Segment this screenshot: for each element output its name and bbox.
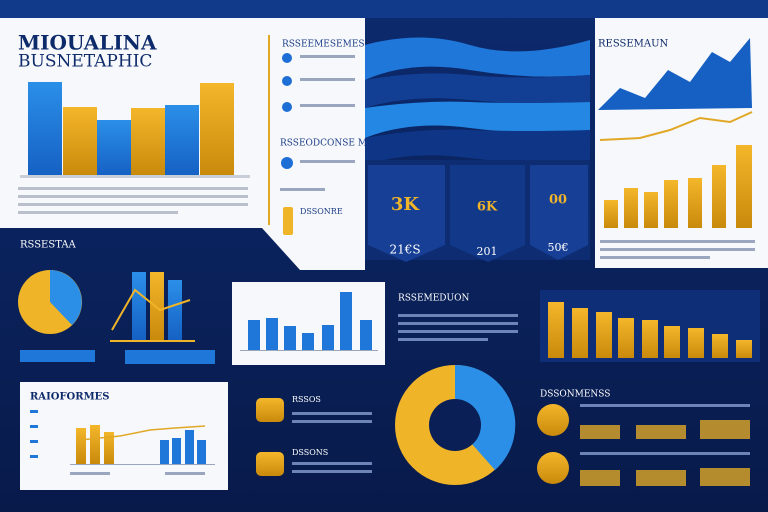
panel-title: RAIOFORMES — [30, 392, 110, 403]
list-items — [280, 53, 355, 191]
tag: DSSONRE — [300, 207, 343, 216]
label: RSSOS — [292, 395, 321, 404]
list-title: RSSEEMESEMES — [282, 40, 365, 50]
area-chart — [598, 38, 755, 259]
divider — [268, 35, 270, 225]
ribbon-footer: 21€S — [389, 243, 420, 257]
panel-title: RESSEMAUN — [598, 39, 669, 50]
ribbon-footer: 50€ — [548, 241, 569, 254]
list-subtitle: RSSEODCONSE MSE — [280, 139, 380, 149]
label: DSSONS — [292, 448, 328, 457]
ribbon-label: 6K — [477, 200, 498, 215]
bottom-center-graphics — [256, 364, 516, 485]
ribbon-label: 00 — [549, 193, 567, 208]
panel-title: DSSONMENSS — [540, 390, 610, 400]
ribbon-footer: 201 — [477, 245, 498, 258]
panel-title: RSSESTAA — [20, 240, 77, 251]
center-chart — [232, 282, 385, 365]
title: MIOUALINA — [18, 31, 157, 55]
ribbon — [365, 37, 590, 262]
panel-title: RSSEMEDUON — [398, 294, 469, 304]
bar-chart — [18, 82, 250, 214]
top-strip — [0, 0, 768, 18]
mid-left-graphics — [18, 270, 215, 364]
center-right-graphics — [398, 290, 760, 362]
title: BUSNETAPHIC — [18, 52, 152, 72]
tag-icon — [283, 207, 293, 235]
bottom-right-graphics — [537, 404, 750, 486]
ribbon-label: 3K — [391, 194, 421, 215]
bottom-left-chart — [30, 410, 215, 475]
